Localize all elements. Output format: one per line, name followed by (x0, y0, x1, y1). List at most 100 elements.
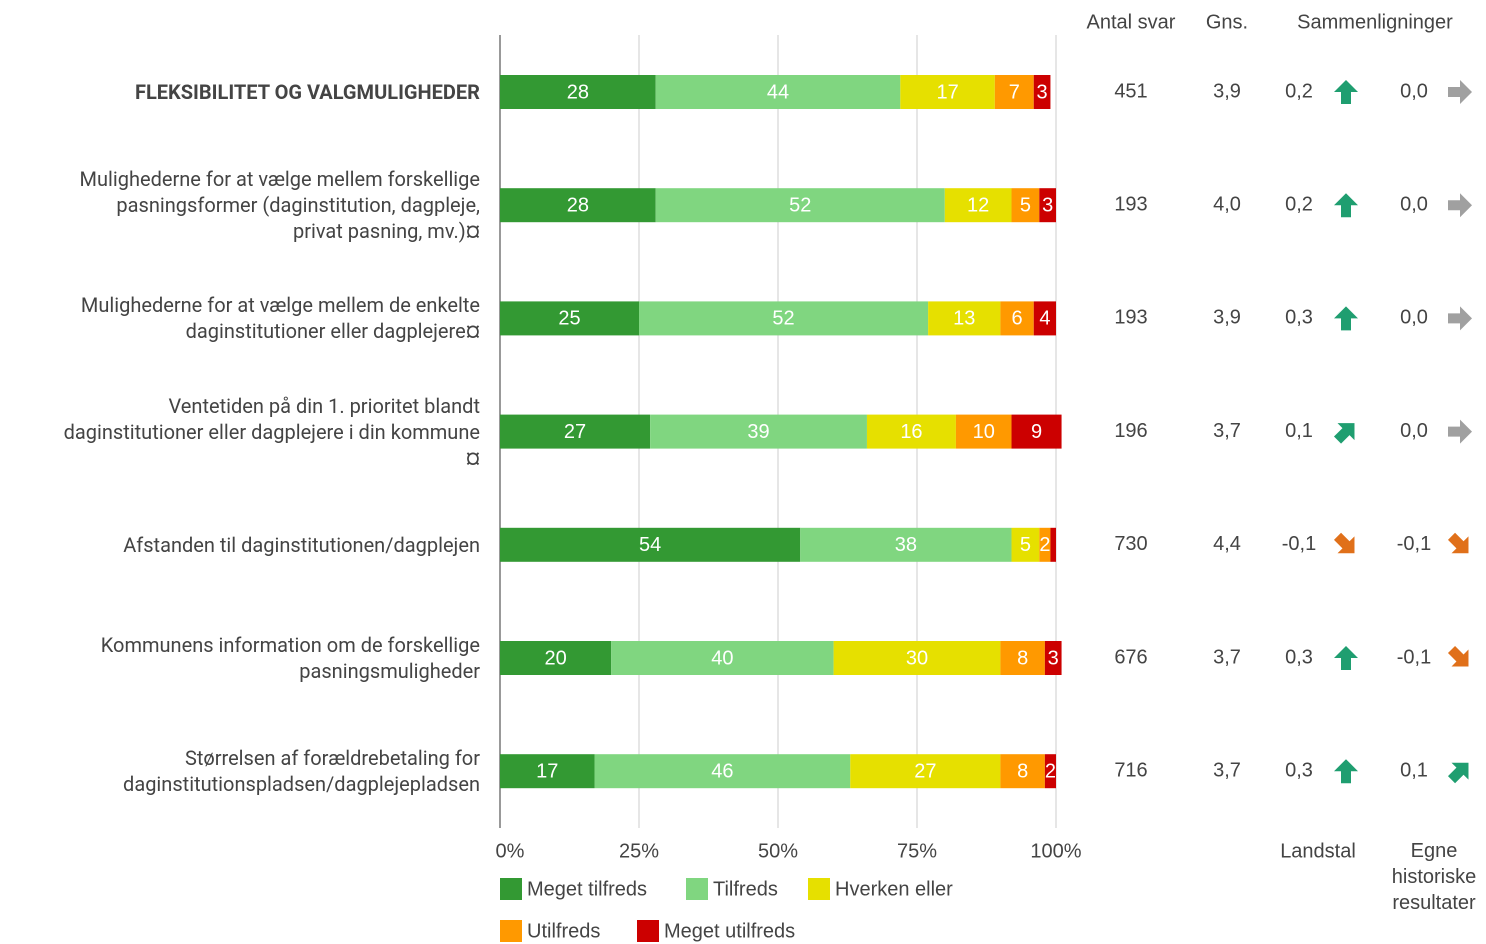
bar-segment (994, 75, 1034, 109)
egne-value: 0,0 (1400, 80, 1428, 102)
bar-segment (1044, 754, 1056, 789)
legend-swatch (637, 920, 659, 942)
bar-segment (1039, 527, 1051, 562)
x-tick-label: 75% (897, 840, 937, 862)
data-label: 3 (1042, 194, 1053, 216)
trend-arrow (1447, 762, 1469, 784)
data-label: 5 (1020, 194, 1031, 216)
bar-segment (639, 301, 929, 336)
trend-arrow (1448, 193, 1472, 218)
legend-swatch (808, 878, 830, 900)
column-header: Gns. (1206, 11, 1248, 33)
trend-arrow (1448, 80, 1472, 104)
data-label: 4 (1039, 308, 1050, 330)
trend-arrow (1448, 306, 1472, 331)
bar-segment (1011, 188, 1040, 223)
bar-segment (1039, 188, 1056, 223)
data-label: 52 (772, 308, 794, 330)
x-tick-label: 50% (758, 840, 798, 862)
data-label: 7 (1009, 81, 1020, 103)
bar-segment (1050, 527, 1056, 562)
data-label: 2 (1045, 760, 1056, 782)
antal-value: 193 (1114, 307, 1147, 329)
bar-segment (500, 301, 639, 336)
egne-value: 0,1 (1400, 759, 1428, 781)
data-label: 10 (973, 421, 995, 443)
category-label: Mulighederne for at vælge mellem de enke… (80, 293, 480, 344)
trend-arrow (1334, 80, 1358, 104)
data-label: 5 (1020, 534, 1031, 556)
legend-label: Meget utilfreds (664, 920, 795, 942)
bar-segment (1000, 641, 1045, 675)
landstal-value: 0,1 (1285, 420, 1313, 442)
bar-segment (500, 188, 656, 223)
bar-segment (955, 414, 1012, 449)
antal-value: 730 (1114, 533, 1147, 555)
x-tick-label: 100% (1030, 840, 1081, 862)
data-label: 6 (1012, 308, 1023, 330)
bar-segment (594, 754, 851, 789)
data-label: 20 (544, 647, 566, 669)
footer-line: resultater (1392, 892, 1476, 914)
landstal-value: 0,3 (1285, 307, 1313, 329)
trend-arrow (1333, 532, 1355, 554)
data-label: 17 (536, 760, 558, 782)
data-label: 25 (558, 308, 580, 330)
x-tick-label: 0% (496, 840, 525, 862)
gns-value: 4,0 (1213, 193, 1241, 215)
landstal-value: 0,2 (1285, 80, 1313, 102)
bar-segment (650, 414, 867, 449)
legend-label: Meget tilfreds (527, 878, 647, 900)
gns-value: 3,7 (1213, 420, 1241, 442)
column-footer: Landstal (1280, 840, 1356, 862)
trend-arrow (1334, 646, 1358, 670)
trend-arrow (1447, 645, 1469, 667)
egne-value: 0,0 (1400, 420, 1428, 442)
bar-segment (655, 188, 945, 223)
bar-segment (800, 527, 1012, 562)
data-label: 8 (1017, 760, 1028, 782)
bar-segment (500, 527, 801, 562)
trend-arrow (1334, 193, 1358, 218)
antal-value: 196 (1114, 420, 1147, 442)
trend-arrow (1334, 759, 1358, 784)
egne-value: -0,1 (1397, 533, 1431, 555)
data-label: 46 (711, 760, 733, 782)
landstal-value: 0,3 (1285, 759, 1313, 781)
antal-value: 716 (1114, 759, 1147, 781)
bar-segment (900, 75, 995, 109)
footer-line: historiske (1392, 866, 1476, 888)
trend-arrow (1333, 423, 1355, 444)
data-label: 12 (967, 194, 989, 216)
bar-segment (1000, 754, 1045, 789)
antal-value: 451 (1114, 80, 1147, 102)
data-label: 27 (914, 760, 936, 782)
landstal-value: -0,1 (1282, 533, 1316, 555)
bar-segment (833, 641, 1001, 675)
data-label: 44 (767, 81, 789, 103)
column-footer: Egne historiske resultater (1392, 840, 1476, 914)
data-label: 30 (906, 647, 928, 669)
data-label: 27 (564, 421, 586, 443)
bar-segment (1011, 414, 1062, 449)
bar-segment (655, 75, 901, 109)
bar-segment (944, 188, 1012, 223)
bar-segment (500, 414, 651, 449)
column-header: Antal svar (1087, 11, 1176, 33)
bar-segment (500, 754, 595, 789)
data-label: 2 (1039, 534, 1050, 556)
data-label: 17 (936, 81, 958, 103)
trend-arrow (1448, 419, 1472, 444)
data-label: 16 (900, 421, 922, 443)
antal-value: 193 (1114, 193, 1147, 215)
legend-label: Utilfreds (527, 920, 600, 942)
antal-value: 676 (1114, 646, 1147, 668)
bar-segment (611, 641, 834, 675)
egne-value: -0,1 (1397, 646, 1431, 668)
bar-segment (928, 301, 1001, 336)
category-label: Ventetiden på din 1. prioritet blandt da… (63, 393, 480, 470)
legend-label: Hverken eller (835, 878, 953, 900)
bar-segment (1033, 75, 1051, 109)
